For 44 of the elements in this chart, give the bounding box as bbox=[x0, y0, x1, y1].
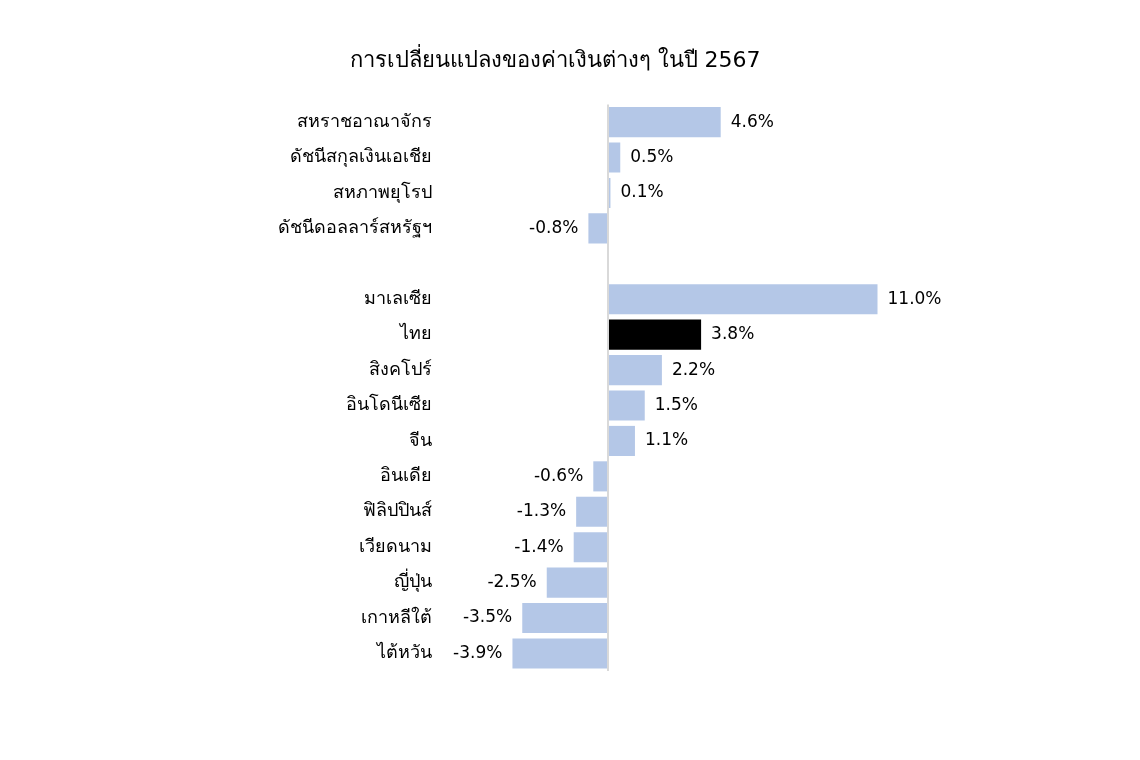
data-label: -2.5% bbox=[487, 571, 537, 592]
bar bbox=[573, 532, 607, 563]
y-tick-label: จีน bbox=[409, 428, 432, 450]
y-tick-label: ไทย bbox=[398, 322, 432, 344]
y-tick-label: ฟิลิปปินส์ bbox=[363, 499, 432, 521]
data-label: -1.3% bbox=[516, 500, 567, 521]
bar bbox=[609, 425, 635, 456]
y-tick-label: มาเลเซีย bbox=[364, 286, 432, 308]
bar bbox=[576, 496, 607, 527]
bar bbox=[609, 390, 645, 421]
data-label: -3.9% bbox=[453, 641, 503, 662]
data-label: 0.5% bbox=[630, 145, 674, 166]
data-label: 4.6% bbox=[730, 110, 774, 131]
bar bbox=[588, 213, 607, 244]
y-tick-label: สหราชอาณาจักร bbox=[297, 109, 432, 131]
bar bbox=[609, 142, 621, 173]
y-tick-label: อินเดีย bbox=[380, 464, 432, 486]
data-label: 11.0% bbox=[887, 287, 942, 308]
y-tick-label: ญี่ปุ่น bbox=[394, 568, 432, 593]
data-label: -3.5% bbox=[462, 606, 513, 627]
data-label: 2.2% bbox=[671, 358, 716, 379]
data-label: -0.6% bbox=[533, 464, 584, 485]
bar bbox=[609, 355, 662, 386]
data-label: 1.1% bbox=[644, 429, 689, 450]
data-label: 0.1% bbox=[620, 181, 664, 202]
y-tick-label: เกาหลีใต้ bbox=[361, 605, 432, 627]
bar bbox=[609, 319, 702, 350]
data-label: -0.8% bbox=[529, 216, 579, 237]
bar bbox=[546, 567, 607, 598]
chart-title: การเปลี่ยนแปลงของค่าเงินต่างๆ ในปี 2567 bbox=[349, 43, 761, 72]
y-tick-label: ดัชนีสกุลเงินเอเชีย bbox=[290, 145, 432, 168]
bar bbox=[593, 461, 607, 492]
bar bbox=[522, 603, 607, 634]
data-label: 3.8% bbox=[711, 323, 755, 344]
bar bbox=[512, 638, 607, 669]
bar bbox=[609, 107, 721, 138]
y-tick-label: อินโดนีเซีย bbox=[346, 393, 432, 415]
y-tick-label: เวียดนาม bbox=[359, 534, 432, 556]
y-tick-label: ดัชนีดอลลาร์สหรัฐฯ bbox=[278, 216, 432, 239]
y-tick-label: ไต้หวัน bbox=[375, 641, 432, 663]
y-tick-label: สิงคโปร์ bbox=[369, 357, 432, 379]
y-tick-label: สหภาพยุโรป bbox=[333, 180, 432, 203]
data-label: 1.5% bbox=[654, 393, 698, 414]
data-label: -1.4% bbox=[514, 535, 564, 556]
